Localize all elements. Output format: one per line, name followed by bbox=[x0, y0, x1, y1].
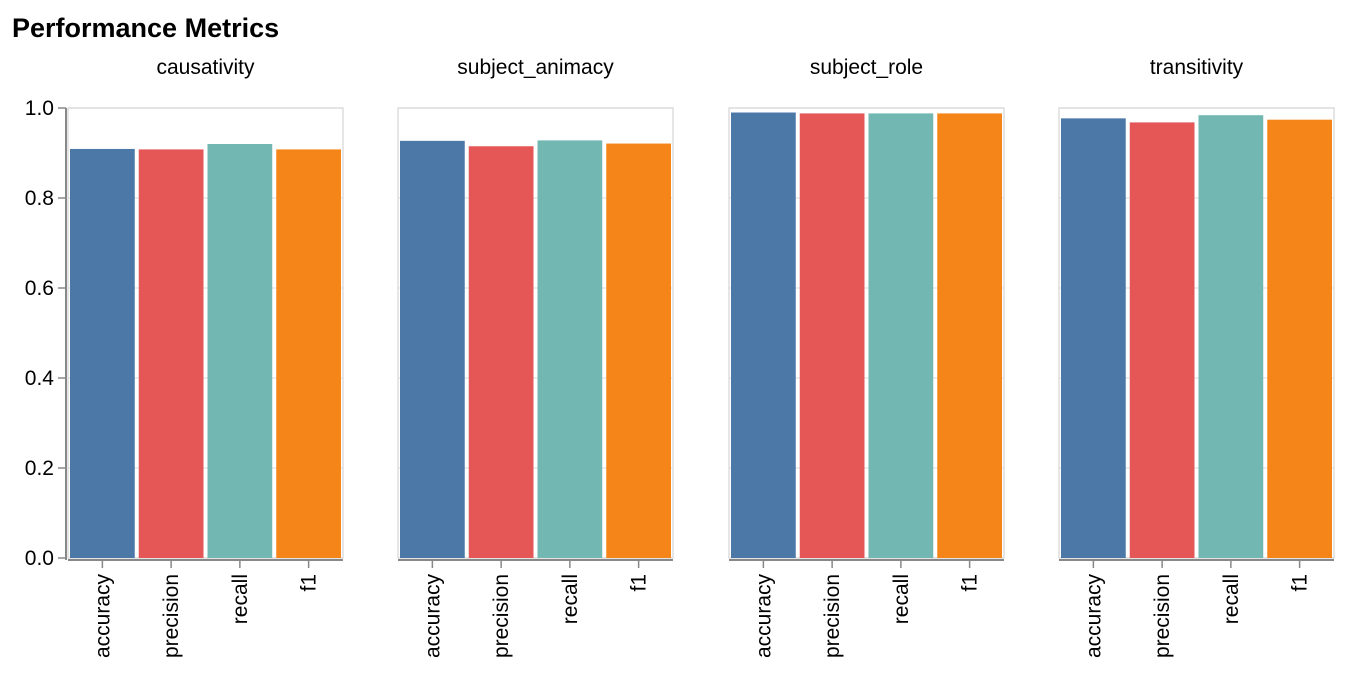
panel-frame bbox=[397, 107, 674, 559]
bar-recall bbox=[1198, 115, 1264, 558]
panel-frame bbox=[67, 107, 344, 559]
y-tick-label: 0.0 bbox=[25, 547, 54, 570]
bar-f1 bbox=[606, 143, 671, 559]
x-tick-label: f1 bbox=[959, 574, 982, 592]
panel-frame bbox=[728, 107, 1005, 559]
bar-precision bbox=[138, 149, 204, 558]
facet-panel-causativity: causativity accuracy precision recall f1 bbox=[67, 56, 344, 659]
chart-title: Performance Metrics bbox=[12, 13, 279, 43]
bar-recall bbox=[537, 140, 603, 558]
bar-f1 bbox=[1267, 119, 1332, 558]
bar-f1 bbox=[276, 149, 341, 558]
facet-title: causativity bbox=[156, 56, 255, 79]
x-tick-label: f1 bbox=[628, 574, 651, 592]
bar-precision bbox=[468, 146, 534, 558]
y-tick-label: 0.6 bbox=[25, 277, 54, 300]
x-tick-label: accuracy bbox=[91, 574, 114, 659]
bar-precision bbox=[1129, 122, 1195, 559]
facet-title: subject_animacy bbox=[457, 56, 614, 79]
x-tick-label: accuracy bbox=[1082, 574, 1105, 659]
x-tick-label: precision bbox=[160, 574, 183, 658]
x-tick-label: accuracy bbox=[752, 574, 775, 659]
bar-precision bbox=[799, 113, 865, 559]
x-tick-label: precision bbox=[1151, 574, 1174, 658]
x-tick-label: precision bbox=[490, 574, 513, 658]
bar-accuracy bbox=[70, 148, 135, 558]
bar-f1 bbox=[937, 113, 1002, 559]
y-axis: 0.0 0.2 0.4 0.6 0.8 1.0 bbox=[25, 97, 67, 570]
y-tick-label: 0.2 bbox=[25, 457, 54, 480]
x-tick-label: accuracy bbox=[421, 574, 444, 659]
x-tick-label: recall bbox=[890, 574, 913, 624]
y-tick-label: 0.8 bbox=[25, 187, 54, 210]
facet-panel-subject_animacy: subject_animacy accuracy precision recall f1 bbox=[397, 56, 674, 659]
x-tick-label: recall bbox=[559, 574, 582, 624]
bar-accuracy bbox=[1061, 118, 1126, 558]
facet-panel-transitivity: transitivity accuracy precision recall f1 bbox=[1058, 56, 1335, 659]
x-tick-label: precision bbox=[821, 574, 844, 658]
bar-accuracy bbox=[400, 140, 465, 558]
x-tick-label: recall bbox=[229, 574, 252, 624]
x-tick-label: f1 bbox=[298, 574, 321, 592]
facet-title: transitivity bbox=[1150, 56, 1244, 79]
facet-title: subject_role bbox=[810, 56, 923, 79]
x-tick-label: f1 bbox=[1289, 574, 1312, 592]
bar-recall bbox=[868, 113, 934, 559]
panel-frame bbox=[1058, 107, 1335, 559]
bar-recall bbox=[207, 144, 273, 558]
facet-panel-subject_role: subject_role accuracy precision recall f1 bbox=[728, 56, 1005, 659]
bar-accuracy bbox=[731, 112, 796, 558]
y-tick-label: 1.0 bbox=[25, 97, 54, 120]
y-tick-label: 0.4 bbox=[25, 367, 55, 390]
x-tick-label: recall bbox=[1220, 574, 1243, 624]
